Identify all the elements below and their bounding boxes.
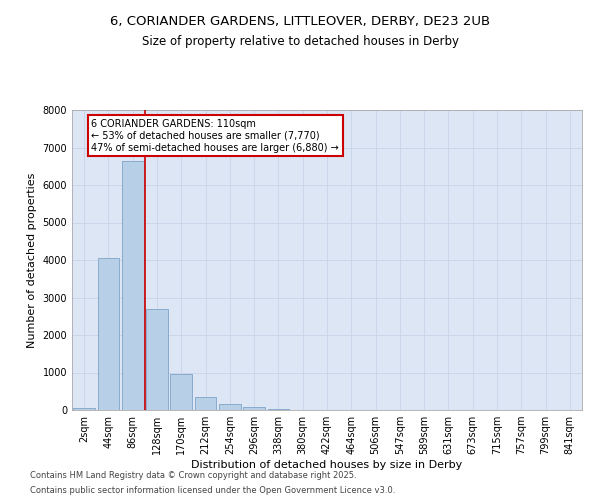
Bar bbox=[194, 396, 217, 410]
Y-axis label: Number of detached properties: Number of detached properties bbox=[27, 172, 37, 348]
Text: Contains HM Land Registry data © Crown copyright and database right 2025.: Contains HM Land Registry data © Crown c… bbox=[30, 471, 356, 480]
Bar bbox=[170, 374, 192, 410]
Bar bbox=[268, 408, 289, 410]
Text: Size of property relative to detached houses in Derby: Size of property relative to detached ho… bbox=[142, 35, 458, 48]
Bar bbox=[73, 408, 95, 410]
Bar bbox=[243, 407, 265, 410]
Bar bbox=[97, 258, 119, 410]
Text: Contains public sector information licensed under the Open Government Licence v3: Contains public sector information licen… bbox=[30, 486, 395, 495]
Bar bbox=[219, 404, 241, 410]
X-axis label: Distribution of detached houses by size in Derby: Distribution of detached houses by size … bbox=[191, 460, 463, 470]
Text: 6, CORIANDER GARDENS, LITTLEOVER, DERBY, DE23 2UB: 6, CORIANDER GARDENS, LITTLEOVER, DERBY,… bbox=[110, 15, 490, 28]
Bar bbox=[146, 308, 168, 410]
Bar bbox=[122, 160, 143, 410]
Text: 6 CORIANDER GARDENS: 110sqm
← 53% of detached houses are smaller (7,770)
47% of : 6 CORIANDER GARDENS: 110sqm ← 53% of det… bbox=[91, 120, 339, 152]
